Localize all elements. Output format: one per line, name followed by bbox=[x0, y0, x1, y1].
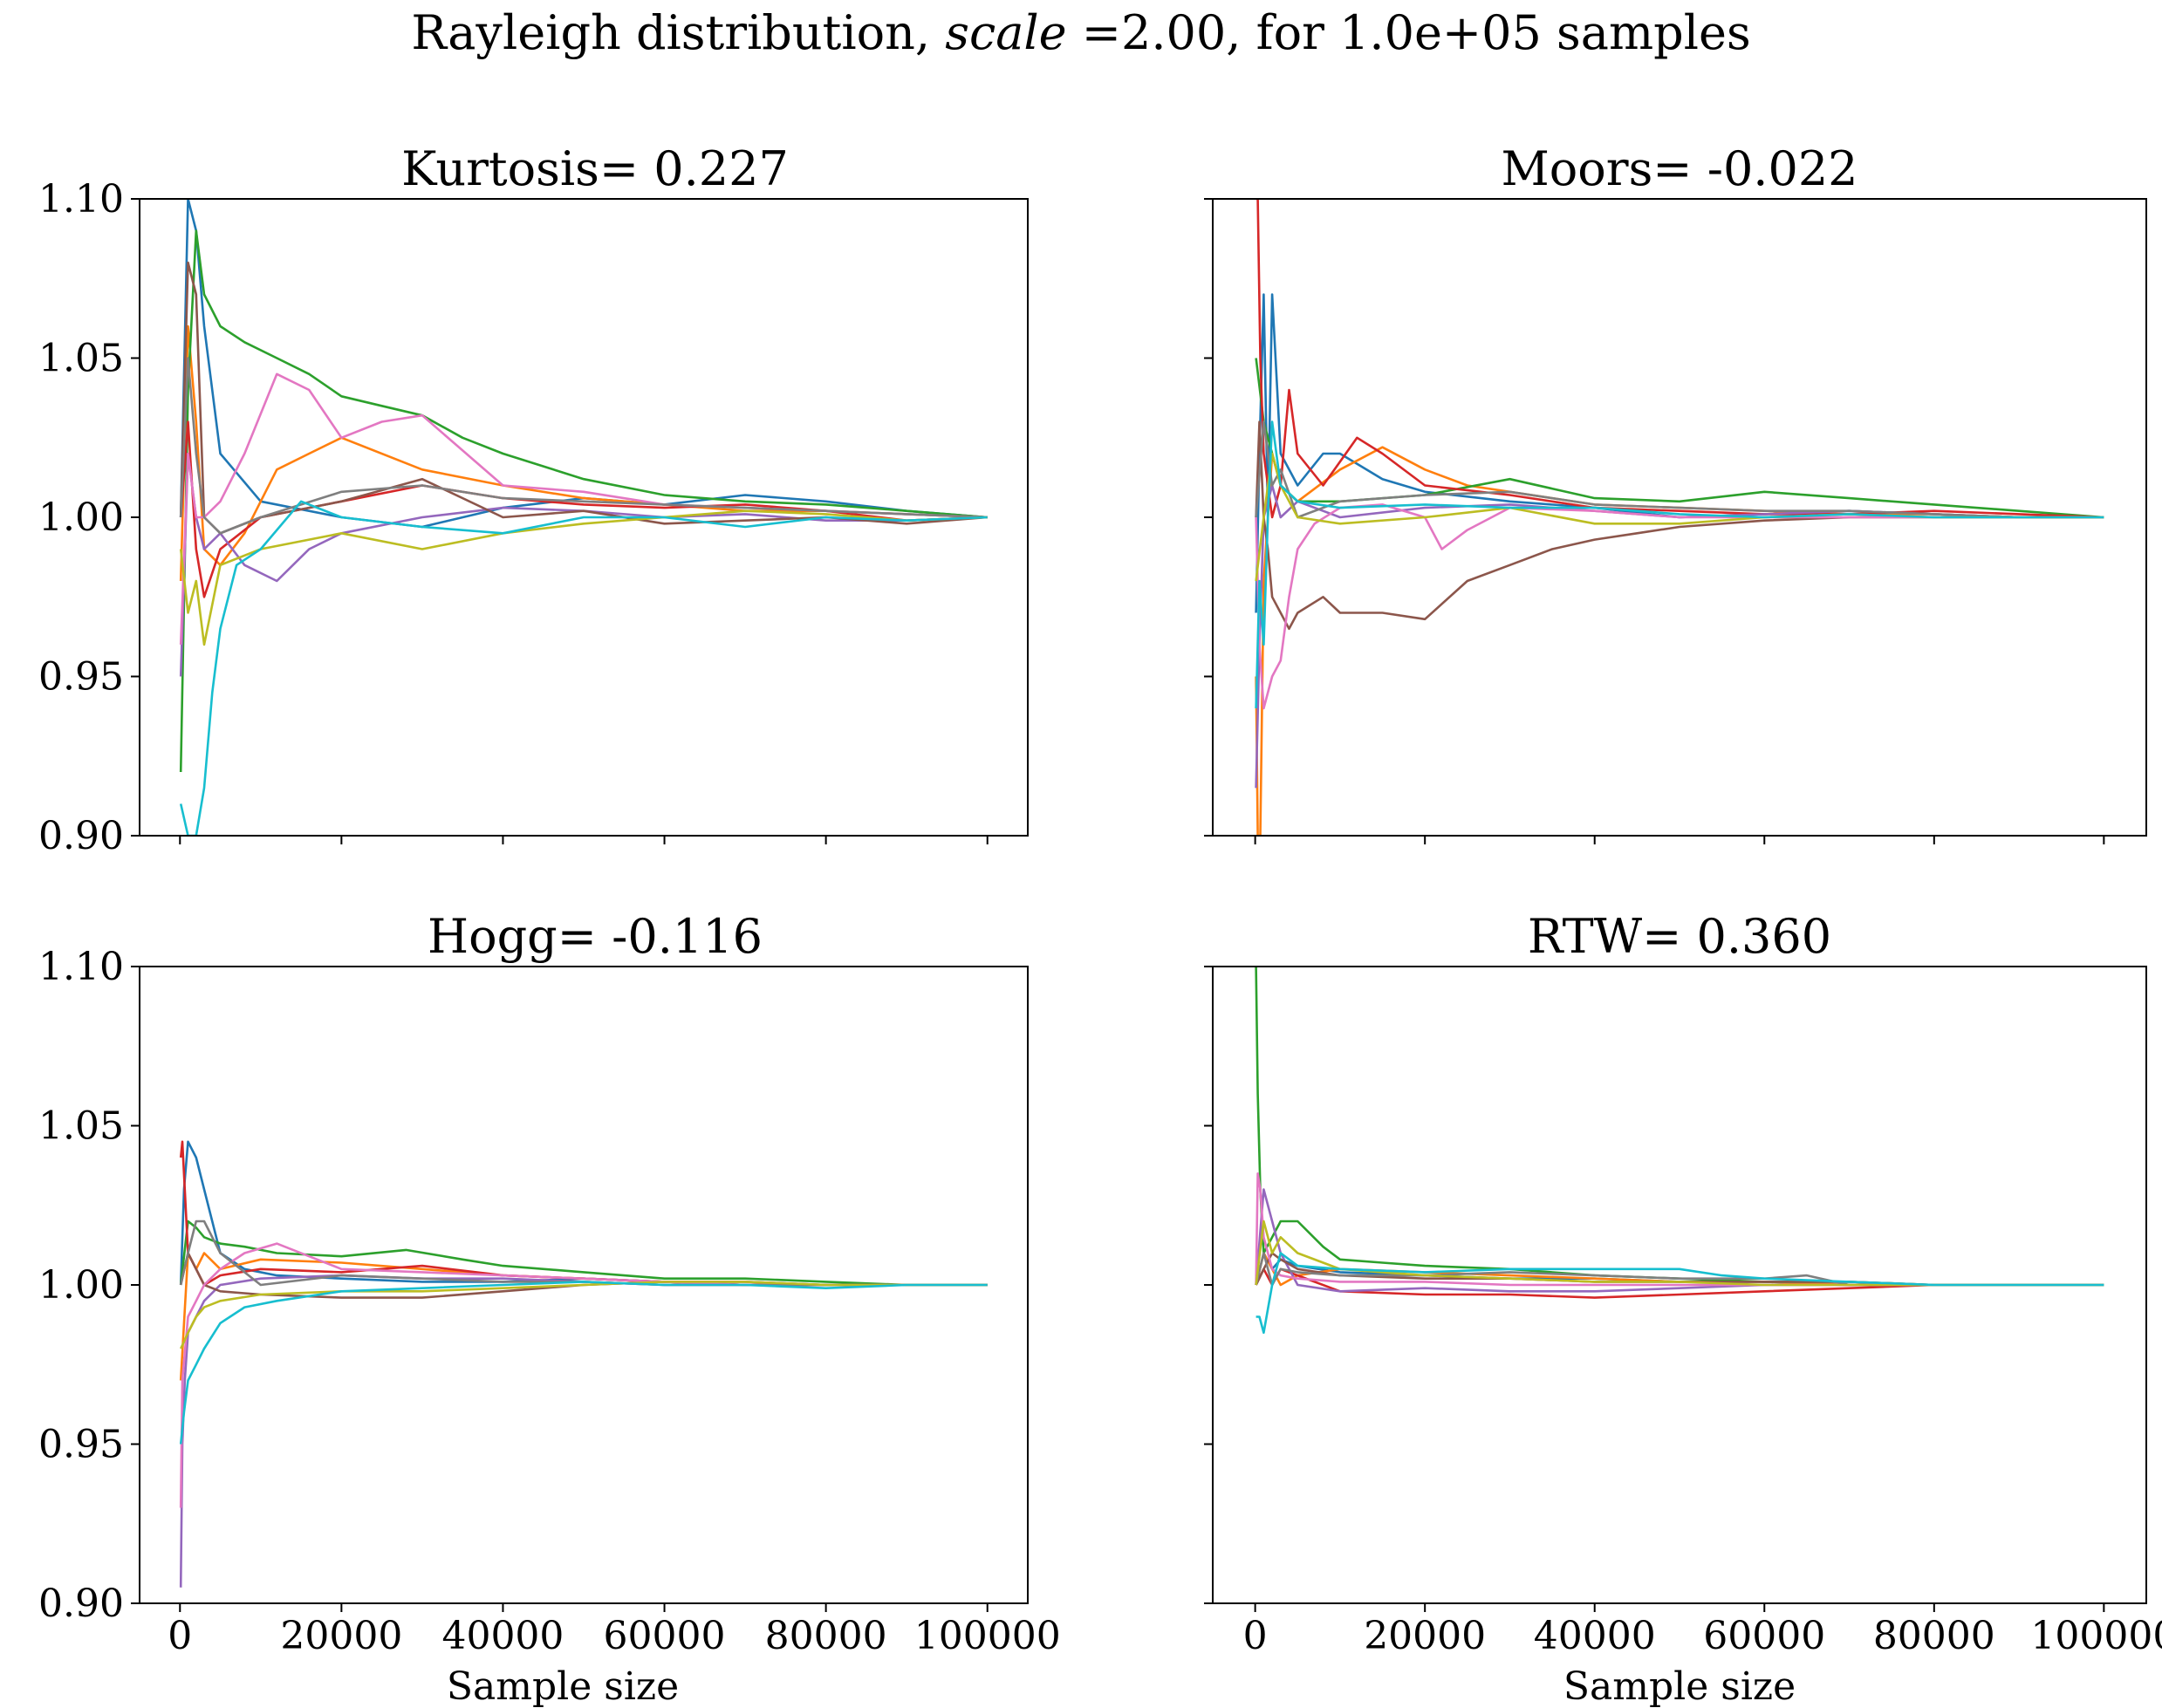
y-tick-label: 1.00 bbox=[38, 495, 124, 540]
panel-hogg: Hogg= -0.116 Sample size 0 20000 40000 6000… bbox=[38, 909, 1061, 1708]
x-axis-label: Sample size bbox=[1563, 1664, 1796, 1708]
panel-moors: Moors= -0.022 bbox=[1204, 141, 2147, 844]
series-line-10 bbox=[1255, 420, 2104, 709]
series-line-6 bbox=[179, 261, 988, 535]
series-line-1 bbox=[179, 1140, 988, 1287]
x-tick-label: 100000 bbox=[914, 1614, 1061, 1658]
series-line-9 bbox=[179, 509, 988, 646]
figure-title-suffix: =2.00, for 1.0e+05 samples bbox=[1067, 5, 1751, 60]
y-tick-label: 1.05 bbox=[38, 337, 124, 381]
panel-title: Moors= -0.022 bbox=[1501, 141, 1858, 196]
series-group bbox=[1255, 967, 2104, 1335]
series-line-8 bbox=[1255, 420, 2104, 519]
y-tick-label: 1.00 bbox=[38, 1263, 124, 1308]
series-line-10 bbox=[1255, 1252, 2104, 1335]
x-tick-label: 20000 bbox=[280, 1614, 402, 1658]
y-tick-label: 0.95 bbox=[38, 1423, 124, 1467]
panel-kurtosis: Kurtosis= 0.227 0.90 0.95 1.00 1.05 1.10 bbox=[38, 141, 1029, 858]
series-line-9 bbox=[180, 1281, 988, 1349]
y-tick-label: 1.05 bbox=[38, 1104, 124, 1149]
x-tick-label: 100000 bbox=[2030, 1614, 2162, 1658]
x-tick-label: 80000 bbox=[1873, 1614, 1995, 1658]
series-line-8 bbox=[179, 357, 988, 535]
x-tick-label: 40000 bbox=[441, 1614, 564, 1658]
series-line-5 bbox=[179, 452, 988, 677]
series-line-4 bbox=[1255, 199, 2104, 519]
series-line-5 bbox=[179, 1274, 988, 1588]
x-tick-label: 80000 bbox=[765, 1614, 887, 1658]
panel-title: Kurtosis= 0.227 bbox=[401, 141, 789, 196]
series-line-1 bbox=[179, 199, 988, 529]
series-line-2 bbox=[179, 325, 988, 582]
x-axis-label: Sample size bbox=[447, 1664, 679, 1708]
figure-title-italic: scale bbox=[945, 5, 1066, 60]
x-tick-label: 0 bbox=[1243, 1614, 1268, 1658]
x-tick-label: 60000 bbox=[604, 1614, 726, 1658]
x-tick-label: 0 bbox=[168, 1614, 192, 1658]
series-line-3 bbox=[179, 229, 988, 773]
series-line-10 bbox=[179, 1281, 988, 1445]
y-tick-label: 0.90 bbox=[38, 814, 124, 858]
series-line-5 bbox=[1255, 484, 2104, 789]
series-group bbox=[1255, 199, 2104, 836]
x-tick-label: 60000 bbox=[1703, 1614, 1825, 1658]
y-tick-label: 1.10 bbox=[38, 945, 124, 989]
panel-rtw: RTW= 0.360 Sample size 0 20000 40000 60000 8… bbox=[1204, 909, 2162, 1708]
series-line-6 bbox=[179, 1252, 988, 1299]
series-line-3 bbox=[1255, 358, 2104, 519]
series-group bbox=[179, 1140, 988, 1588]
figure-title-prefix: Rayleigh distribution, bbox=[411, 5, 945, 60]
series-line-3 bbox=[179, 1220, 988, 1287]
x-tick-label: 20000 bbox=[1364, 1614, 1486, 1658]
series-line-4 bbox=[179, 1140, 988, 1287]
panel-title: Hogg= -0.116 bbox=[428, 909, 763, 964]
series-line-6 bbox=[1255, 420, 2104, 631]
series-line-3 bbox=[1255, 967, 2104, 1287]
y-tick-label: 1.10 bbox=[38, 177, 124, 222]
figure-title: Rayleigh distribution, scale =2.00, for … bbox=[411, 5, 1750, 60]
panel-title: RTW= 0.360 bbox=[1528, 909, 1831, 964]
x-tick-label: 40000 bbox=[1534, 1614, 1656, 1658]
series-line-7 bbox=[1255, 503, 2104, 710]
series-line-10 bbox=[179, 500, 988, 836]
y-tick-label: 0.90 bbox=[38, 1582, 124, 1626]
series-group bbox=[179, 199, 988, 836]
y-tick-label: 0.95 bbox=[38, 655, 124, 700]
